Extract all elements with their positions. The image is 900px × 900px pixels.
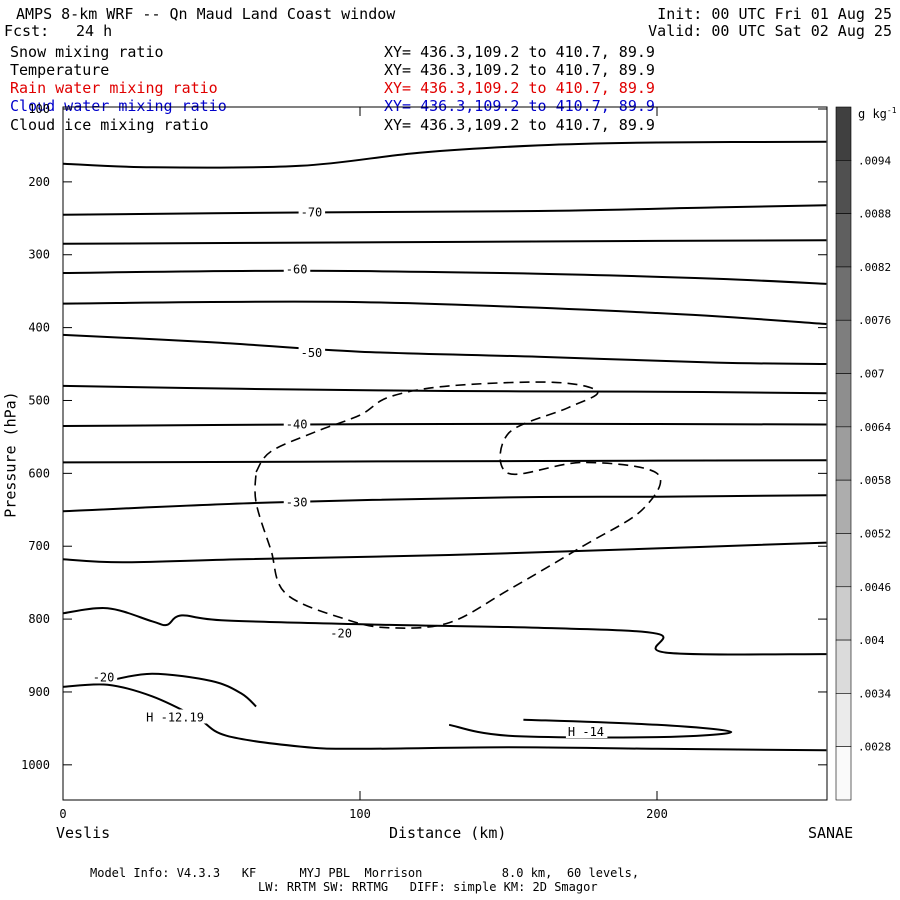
colorbar-swatch <box>835 533 852 588</box>
x-tick-label: 0 <box>59 807 66 821</box>
colorbar-swatch <box>835 586 852 641</box>
colorbar-swatch <box>835 213 852 268</box>
temperature-contour-line <box>448 718 733 739</box>
y-tick-label: 400 <box>28 321 50 335</box>
field-name-cloud-ice: Cloud ice mixing ratio <box>10 116 209 134</box>
y-tick-label: 800 <box>28 612 50 626</box>
colorbar: .0094 .0088 .0082 .0076 .007 .0064 .0058 .0052.… <box>835 106 891 801</box>
contour-label: -50 <box>301 346 323 360</box>
field-name-rain: Rain water mixing ratio <box>10 79 218 97</box>
y-tick-label: 300 <box>28 248 50 262</box>
colorbar-label: .0094 <box>858 154 891 167</box>
valid-time: Valid: 00 UTC Sat 02 Aug 25 <box>648 22 892 40</box>
forecast-label: Fcst: <box>4 22 50 40</box>
temperature-contour-line <box>62 300 827 325</box>
colorbar-swatch <box>835 160 852 214</box>
y-tick-label: 900 <box>28 685 50 699</box>
y-tick-label: 600 <box>28 466 50 480</box>
temperature-contour-line <box>62 204 827 216</box>
field-xy-cloud-water: XY= 436.3,109.2 to 410.7, 89.9 <box>384 97 655 115</box>
colorbar-label: .0088 <box>858 208 891 221</box>
contour-label: -60 <box>286 262 308 276</box>
temperature-contour-line <box>62 541 827 564</box>
chart-title: AMPS 8-km WRF -- Qn Maud Land Coast wind… <box>16 5 396 23</box>
y-tick-label: 500 <box>28 393 50 407</box>
temperature-contour-line <box>62 683 827 752</box>
colorbar-label: .0058 <box>858 474 891 487</box>
plot-frame <box>62 106 828 801</box>
colorbar-swatch <box>835 319 852 374</box>
contour-label: H -14 <box>568 725 604 739</box>
contour-label: -40 <box>286 418 308 432</box>
snow-contour <box>254 381 662 629</box>
temperature-contour-line <box>62 333 827 365</box>
colorbar-label: .0076 <box>858 314 891 327</box>
x-tick-label: 200 <box>646 807 668 821</box>
temperature-contour-line <box>62 239 827 245</box>
colorbar-swatch <box>835 266 852 321</box>
y-axis-label: Pressure (hPa) <box>1 391 20 518</box>
y-tick-label: 1000 <box>21 758 50 772</box>
field-xy-rain: XY= 436.3,109.2 to 410.7, 89.9 <box>384 79 655 97</box>
field-name-snow: Snow mixing ratio <box>10 43 164 61</box>
temperature-contours <box>62 140 827 752</box>
colorbar-swatch <box>835 479 852 534</box>
colorbar-swatch <box>835 693 852 747</box>
colorbar-label: .0082 <box>858 261 891 274</box>
colorbar-label: .0046 <box>858 581 891 594</box>
y-tick-label: 100 <box>28 102 50 116</box>
colorbar-label: .0064 <box>858 421 891 434</box>
colorbar-label: .0052 <box>858 527 891 540</box>
colorbar-label: .004 <box>858 634 885 647</box>
temperature-contour-line <box>62 606 827 656</box>
contour-label: -30 <box>286 495 308 509</box>
temperature-contour-line <box>62 459 827 464</box>
field-xy-snow: XY= 436.3,109.2 to 410.7, 89.9 <box>384 43 655 61</box>
contour-label: -20 <box>330 627 352 641</box>
model-info-line2: LW: RRTM SW: RRTMG DIFF: simple KM: 2D S… <box>258 880 598 894</box>
temperature-contour-line <box>107 672 257 708</box>
temperature-contour-line <box>62 269 827 285</box>
y-tick-label: 700 <box>28 539 50 553</box>
field-name-temperature: Temperature <box>10 61 110 79</box>
colorbar-swatch <box>835 426 852 481</box>
forecast-value: 24 h <box>76 22 113 40</box>
x-end-location: SANAE <box>808 824 854 842</box>
colorbar-swatch <box>835 746 852 801</box>
colorbar-swatch <box>835 106 852 161</box>
colorbar-swatch <box>835 373 852 428</box>
contour-label: -20 <box>93 670 115 684</box>
colorbar-label: .0028 <box>858 741 891 754</box>
colorbar-label: .0034 <box>858 687 891 700</box>
temperature-contour-line <box>62 422 827 427</box>
x-start-location: Veslis <box>56 824 111 842</box>
init-time: Init: 00 UTC Fri 01 Aug 25 <box>657 5 892 23</box>
field-xy-temperature: XY= 436.3,109.2 to 410.7, 89.9 <box>384 61 655 79</box>
temperature-contour-line <box>62 384 827 395</box>
field-xy-cloud-ice: XY= 436.3,109.2 to 410.7, 89.9 <box>384 116 655 134</box>
x-tick-label: 100 <box>349 807 371 821</box>
contour-label: -70 <box>301 205 323 219</box>
colorbar-unit: g kg-1 <box>858 106 897 121</box>
colorbar-swatch <box>835 639 852 694</box>
temperature-contour-line <box>62 140 827 169</box>
field-name-cloud-water: Cloud water mixing ratio <box>10 97 227 115</box>
colorbar-label: .007 <box>858 368 885 381</box>
model-info-line1: Model Info: V4.3.3 KF MYJ PBL Morrison 8… <box>90 866 640 880</box>
y-tick-label: 200 <box>28 175 50 189</box>
contour-label: H -12.19 <box>146 710 204 724</box>
temperature-contour-line <box>62 494 827 513</box>
x-axis-label: Distance (km) <box>389 824 507 842</box>
